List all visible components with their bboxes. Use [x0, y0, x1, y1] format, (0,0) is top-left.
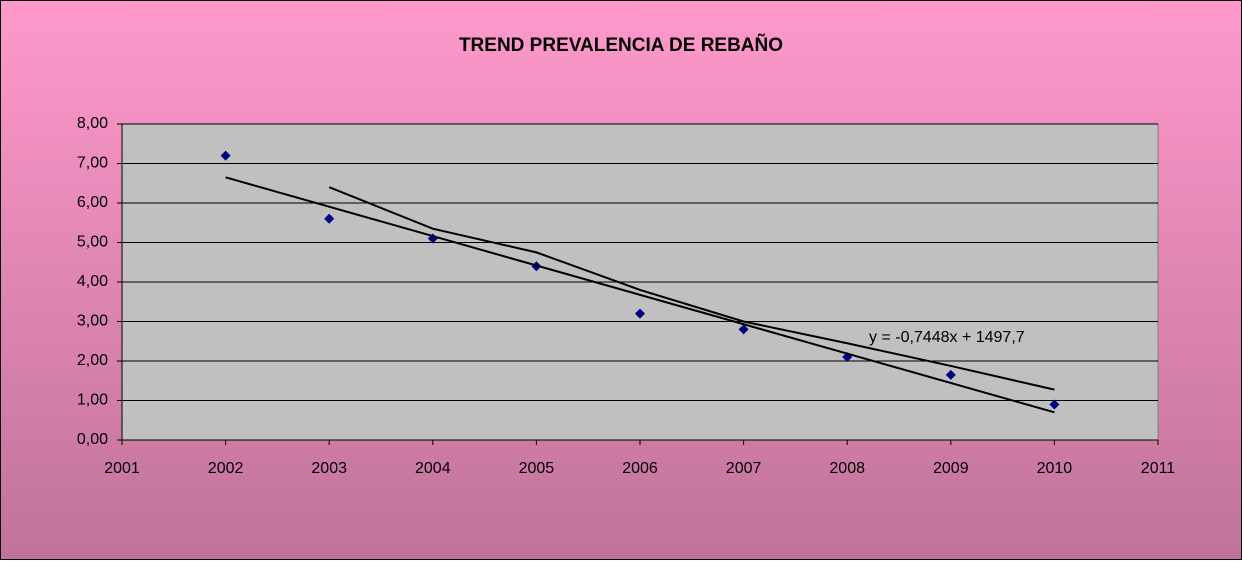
- trend-line: [328, 186, 1055, 391]
- y-tick-label: 0,00: [77, 431, 108, 448]
- y-tick-label: 7,00: [77, 155, 108, 172]
- y-tick-label: 6,00: [77, 194, 108, 211]
- x-tick-label: 2011: [1141, 460, 1176, 477]
- x-tick-label: 2003: [311, 460, 347, 477]
- data-point: [324, 213, 335, 224]
- x-tick-label: 2010: [1037, 460, 1073, 477]
- trend-line: [225, 176, 1055, 414]
- data-point: [1049, 399, 1060, 410]
- y-tick-label: 5,00: [77, 234, 108, 251]
- chart-title: TREND PREVALENCIA DE REBAÑO: [459, 34, 783, 56]
- x-tick-label: 2002: [208, 460, 244, 477]
- equation-label: y = -0,7448x + 1497,7: [869, 329, 1025, 346]
- y-tick-label: 2,00: [77, 352, 108, 369]
- x-tick-label: 2005: [519, 460, 555, 477]
- y-tick-label: 1,00: [77, 392, 108, 409]
- x-tick-label: 2004: [415, 460, 451, 477]
- x-tick-label: 2006: [622, 460, 658, 477]
- x-tick-label: 2008: [829, 460, 865, 477]
- data-point: [738, 324, 749, 335]
- data-point: [220, 150, 231, 161]
- x-tick-label: 2009: [933, 460, 969, 477]
- y-tick-label: 4,00: [77, 273, 108, 290]
- y-tick-label: 3,00: [77, 313, 108, 330]
- y-tick-label: 8,00: [77, 115, 108, 132]
- x-tick-label: 2001: [104, 460, 140, 477]
- data-point: [635, 308, 645, 319]
- x-tick-label: 2007: [726, 460, 762, 477]
- data-point: [945, 369, 956, 380]
